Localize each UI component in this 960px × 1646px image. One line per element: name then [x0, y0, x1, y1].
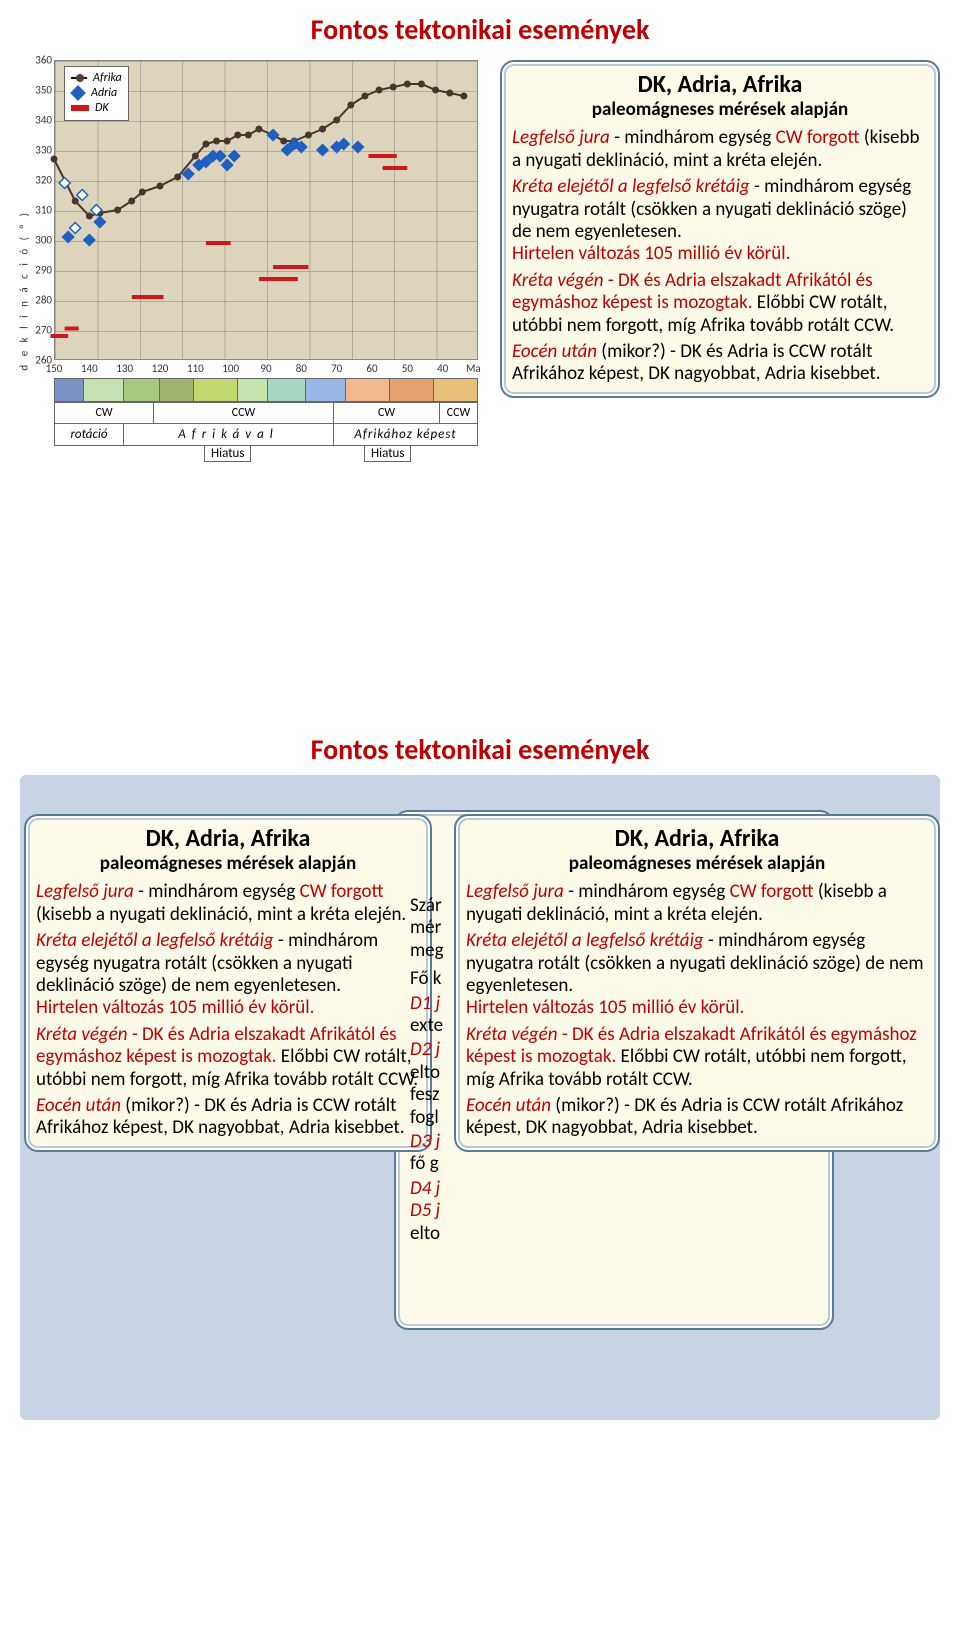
info-panel: DK, Adria, Afrika paleomágneses mérések … — [500, 60, 940, 398]
left-panel-body: Legfelső jura - mindhárom egység CW forg… — [36, 881, 420, 1139]
panel-subtitle: paleomágneses mérések alapján — [512, 98, 928, 121]
right-panel: DK, Adria, Afrika paleomágneses mérések … — [454, 814, 940, 1152]
chart-rotation-row: CWCCWCWCCW — [54, 402, 478, 424]
chart-x-end: Ma — [466, 362, 481, 375]
right-panel-body: Legfelső jura - mindhárom egység CW forg… — [466, 881, 928, 1139]
chart-series — [54, 60, 478, 360]
left-panel-subtitle: paleomágneses mérések alapján — [36, 852, 420, 875]
slide-1: Fontos tektonikai események d e k l i n … — [0, 0, 960, 720]
chart-timescale — [54, 378, 478, 402]
chart-ylabel: d e k l i n á c i ó ( ° ) — [18, 210, 31, 371]
declination-chart: d e k l i n á c i ó ( ° ) 26027028029030… — [24, 60, 494, 480]
left-panel: DK, Adria, Afrika paleomágneses mérések … — [24, 814, 432, 1152]
chart-rotation-labels: rotációAfrikávalAfrikához képest — [54, 424, 478, 446]
panel-body: Legfelső jura - mindhárom egység CW forg… — [512, 127, 928, 385]
panel-title: DK, Adria, Afrika — [512, 72, 928, 98]
slide2-title: Fontos tektonikai események — [20, 732, 940, 767]
slide1-title: Fontos tektonikai események — [20, 12, 940, 47]
left-panel-title: DK, Adria, Afrika — [36, 826, 420, 852]
right-panel-title: DK, Adria, Afrika — [466, 826, 928, 852]
right-panel-subtitle: paleomágneses mérések alapján — [466, 852, 928, 875]
slide-2: Fontos tektonikai események . . Szár mér… — [0, 720, 960, 1440]
peek-strip: Szár mér meg Fő k D1 j exte D2 j elto fe… — [410, 895, 444, 1245]
